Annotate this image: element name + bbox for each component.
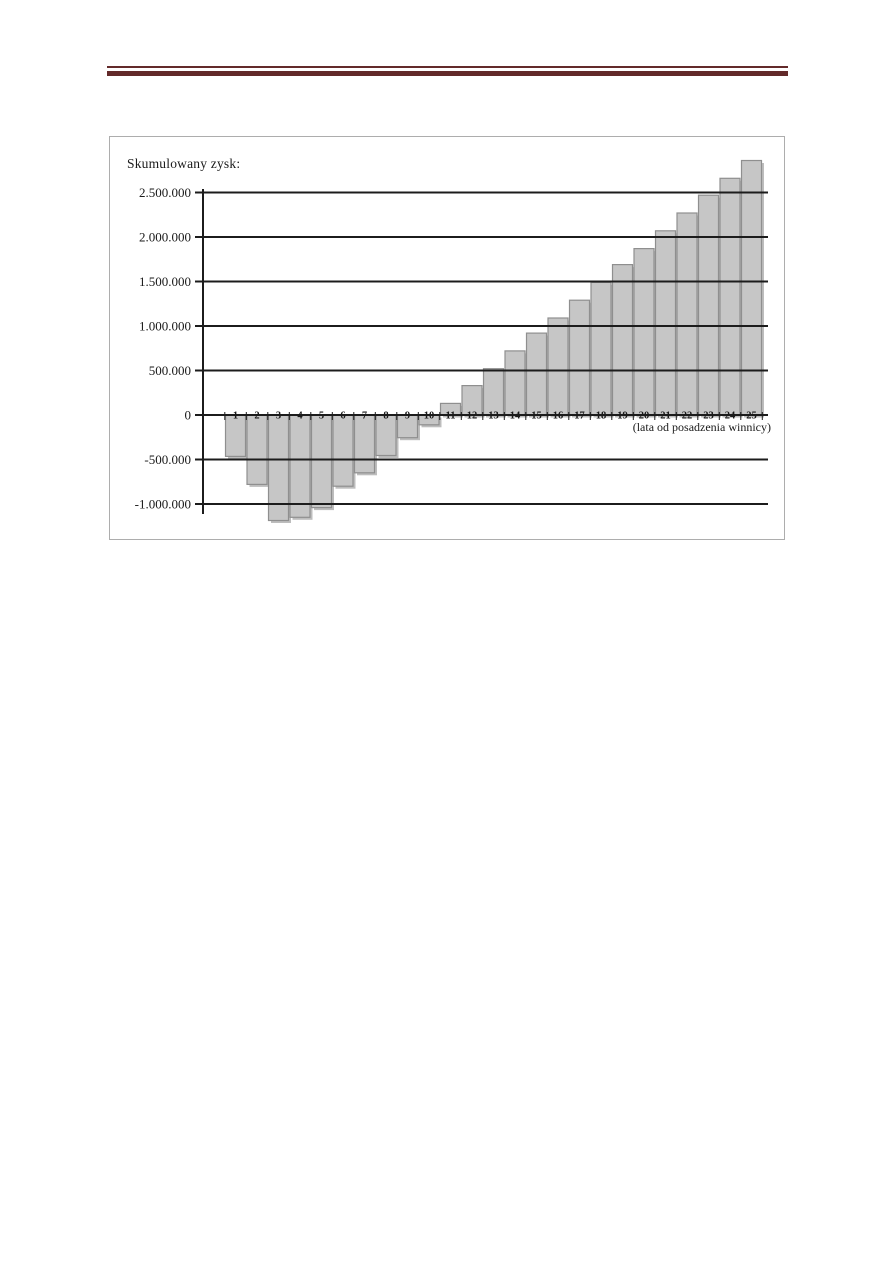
x-tick-label: 11	[446, 411, 456, 422]
y-tick-label: 2.500.000	[139, 185, 191, 200]
labels-group: 2.500.000 2.000.000 1.500.000 1.000.000 500.…	[135, 185, 771, 512]
x-tick-label: 4	[297, 411, 303, 422]
x-tick-label: 12	[467, 411, 478, 422]
x-tick-label: 18	[596, 411, 607, 422]
bar	[525, 332, 548, 416]
y-tick-label: 0	[185, 408, 192, 423]
x-tick-label: 8	[383, 411, 388, 422]
x-axis-caption: (lata od posadzenia winnicy)	[633, 420, 771, 434]
gridlines-group	[195, 189, 768, 514]
x-tick-label: 16	[553, 411, 564, 422]
x-tick-label: 10	[424, 411, 435, 422]
x-tick-label: 13	[488, 411, 499, 422]
bar	[547, 317, 569, 416]
y-tick-label: 500.000	[149, 363, 191, 378]
x-tick-label: 20	[639, 411, 650, 422]
x-tick-label: 24	[725, 411, 736, 422]
bar	[482, 368, 505, 416]
bar	[310, 414, 333, 509]
x-tick-label: 21	[660, 411, 671, 422]
chart-title: Skumulowany zysk:	[127, 156, 241, 171]
x-tick-label: 25	[746, 411, 757, 422]
bar	[633, 247, 655, 416]
bars-group	[224, 159, 764, 523]
top-rule-thick-line	[107, 71, 788, 76]
top-rule-thin-line	[107, 66, 788, 68]
y-tick-label: -1.000.000	[135, 497, 191, 512]
y-tick-label: -500.000	[144, 452, 191, 467]
x-tick-label: 6	[340, 411, 345, 422]
x-tick-label: 14	[510, 411, 521, 422]
x-tick-label: 2	[254, 411, 259, 422]
bar	[676, 212, 698, 416]
bar	[246, 414, 268, 486]
x-tick-label: 22	[682, 411, 693, 422]
x-tick-label: 15	[531, 411, 542, 422]
chart-figure: Skumulowany zysk: 2.500.000 2.000.000 1.50…	[109, 136, 785, 540]
y-tick-label: 1.500.000	[139, 274, 191, 289]
x-tick-label: 1	[233, 411, 238, 422]
bar	[697, 194, 720, 416]
x-tick-label: 9	[405, 411, 410, 422]
top-rule	[107, 66, 788, 76]
x-tick-label: 5	[319, 411, 324, 422]
y-tick-label: 1.000.000	[139, 319, 191, 334]
bar	[719, 177, 741, 416]
x-tick-label: 3	[276, 411, 281, 422]
chart-svg: 2.500.000 2.000.000 1.500.000 1.000.000 500.…	[135, 159, 771, 523]
bar	[654, 230, 677, 416]
bar	[590, 281, 612, 416]
bar	[332, 414, 354, 487]
x-tick-label: 17	[574, 411, 585, 422]
x-tick-label: 19	[617, 411, 628, 422]
x-tick-label: 7	[362, 411, 367, 422]
bar	[353, 414, 376, 474]
bar	[568, 299, 591, 416]
x-tick-label: 23	[703, 411, 714, 422]
bar	[504, 350, 526, 416]
bar	[740, 159, 763, 416]
bar	[611, 263, 634, 416]
bar	[289, 414, 311, 518]
y-tick-label: 2.000.000	[139, 230, 191, 245]
